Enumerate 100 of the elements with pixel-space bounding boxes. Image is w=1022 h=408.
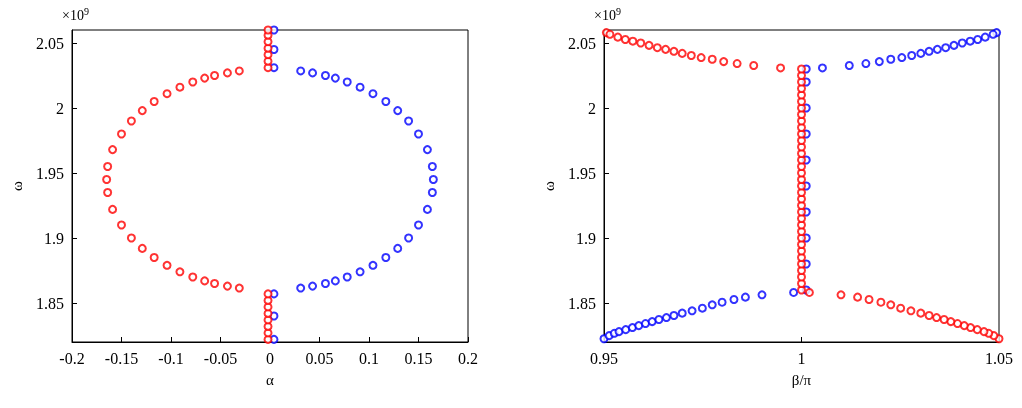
point <box>162 89 172 99</box>
point <box>916 48 926 58</box>
point <box>330 276 340 286</box>
x-tick-label: 1.05 <box>985 349 1013 367</box>
point <box>414 129 423 139</box>
point <box>200 276 210 286</box>
point <box>897 53 907 63</box>
point <box>861 59 871 69</box>
point <box>210 279 220 288</box>
point <box>117 129 126 139</box>
point <box>427 188 437 197</box>
y-tick-label: 2.05 <box>568 34 596 52</box>
y-tick-label: 1.95 <box>568 164 596 182</box>
point <box>729 294 739 304</box>
point <box>654 315 664 325</box>
point <box>234 66 244 76</box>
point <box>162 260 172 270</box>
point <box>422 145 432 155</box>
point <box>381 253 391 262</box>
point <box>175 267 185 277</box>
point <box>342 272 352 282</box>
point <box>427 162 437 171</box>
point <box>263 289 273 299</box>
point <box>296 283 306 293</box>
point <box>149 253 159 262</box>
x-axis-title: β/π <box>791 371 812 388</box>
point <box>647 317 657 327</box>
y-tick-label: 2 <box>588 99 596 117</box>
point <box>126 233 136 243</box>
point <box>308 281 318 291</box>
point <box>924 46 934 56</box>
point <box>697 303 707 313</box>
point <box>330 73 340 83</box>
point <box>844 60 854 70</box>
point <box>621 325 631 335</box>
point <box>687 306 697 316</box>
point <box>355 82 365 92</box>
point <box>661 313 671 323</box>
point <box>634 321 644 331</box>
x-tick-label: 0.15 <box>404 349 433 367</box>
point <box>368 89 378 99</box>
point <box>308 68 318 78</box>
x-tick-label: -0.05 <box>203 349 238 367</box>
x-axis-title: α <box>266 371 275 388</box>
point <box>175 82 185 92</box>
point <box>932 44 942 54</box>
point <box>393 106 403 116</box>
y-tick-label: 1.85 <box>568 294 596 312</box>
x-tick-label: 0.05 <box>305 349 334 367</box>
point <box>740 292 750 302</box>
point <box>874 57 884 67</box>
point <box>137 106 147 116</box>
y-tick-label: 2 <box>56 99 64 117</box>
point <box>222 281 232 291</box>
point <box>108 204 118 214</box>
point <box>355 267 365 277</box>
point <box>757 290 767 300</box>
point <box>188 272 198 282</box>
x-tick-label: 0 <box>266 349 274 367</box>
point <box>404 116 414 126</box>
point <box>965 36 975 46</box>
point <box>422 204 432 214</box>
x-tick-label: 1 <box>797 349 806 367</box>
point <box>414 220 423 230</box>
point <box>428 175 438 184</box>
x-tick-label: 0.95 <box>590 349 618 367</box>
point <box>102 175 112 184</box>
point <box>707 300 717 310</box>
y-axis-title: ω <box>540 180 557 191</box>
point <box>404 233 414 243</box>
point <box>817 63 827 73</box>
point <box>108 145 118 155</box>
point <box>949 40 959 50</box>
point <box>907 50 917 60</box>
point <box>988 29 998 39</box>
point <box>717 297 727 307</box>
point <box>103 162 113 171</box>
y-tick-label: 2.05 <box>36 34 64 52</box>
y-tick-label: 1.9 <box>576 229 596 247</box>
x-tick-label: -0.1 <box>158 349 184 367</box>
point <box>149 97 159 106</box>
point <box>957 38 967 48</box>
point <box>210 71 220 80</box>
point <box>941 43 951 53</box>
point <box>117 220 126 230</box>
point <box>980 32 990 42</box>
point <box>320 71 330 80</box>
point <box>886 54 896 64</box>
y-tick-label: 1.95 <box>36 164 64 182</box>
point <box>103 188 113 197</box>
point <box>342 77 352 87</box>
x-tick-label: 0.2 <box>458 349 478 367</box>
point <box>677 308 687 318</box>
point <box>188 77 198 87</box>
point <box>296 66 306 76</box>
point <box>368 260 378 270</box>
point <box>320 279 330 288</box>
point <box>263 25 273 35</box>
point <box>789 287 799 297</box>
point <box>222 68 232 78</box>
